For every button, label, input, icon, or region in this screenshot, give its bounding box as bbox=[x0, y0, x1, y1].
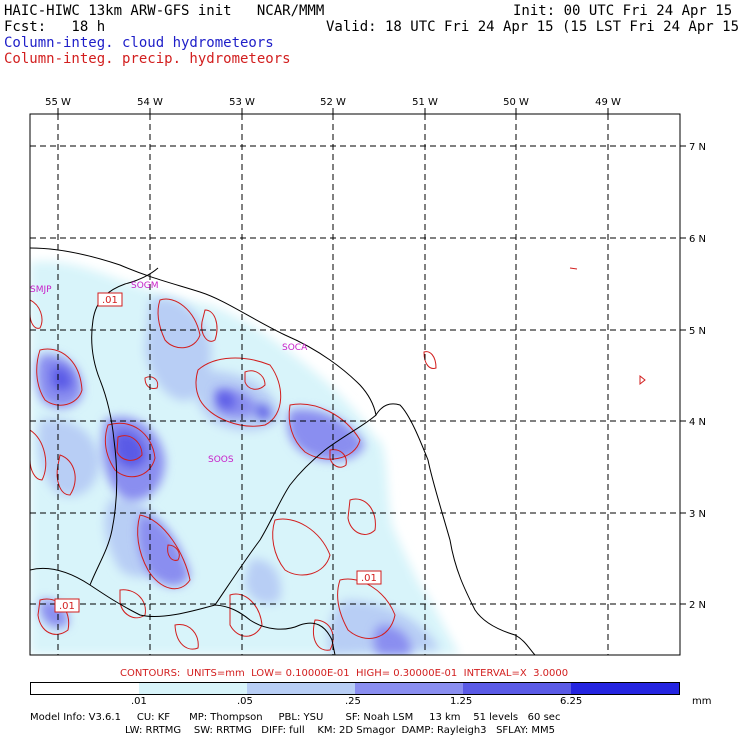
contour-label-box bbox=[97, 292, 123, 307]
field-cloud-label: Column-integ. cloud hydrometeors bbox=[4, 35, 274, 51]
contour-label: .01 bbox=[59, 601, 75, 612]
contour-label-box bbox=[54, 598, 80, 613]
contour-label: .01 bbox=[361, 573, 377, 584]
contours-info: CONTOURS: UNITS=mm LOW= 0.10000E-01 HIGH… bbox=[120, 668, 569, 679]
contour-label: .01 bbox=[102, 295, 118, 306]
lon-label-54w: 54 W bbox=[137, 97, 163, 108]
station-soos: SOOS bbox=[208, 455, 234, 465]
model-info-line-2: LW: RRTMG SW: RRTMG DIFF: full KM: 2D Sm… bbox=[125, 725, 555, 736]
legend-tick: .05 bbox=[237, 696, 253, 707]
legend-tick: 6.25 bbox=[560, 696, 583, 707]
plot-title: HAIC-HIWC 13km ARW-GFS init NCAR/MMM bbox=[4, 3, 325, 19]
legend-swatch-4 bbox=[463, 683, 571, 694]
legend-unit: mm bbox=[692, 696, 712, 707]
model-info-line-1: Model Info: V3.6.1 CU: KF MP: Thompson P… bbox=[30, 712, 561, 723]
shaded-field bbox=[30, 261, 646, 655]
lat-lon-grid bbox=[30, 114, 680, 655]
legend-tick: .01 bbox=[131, 696, 147, 707]
legend-tick: .25 bbox=[345, 696, 361, 707]
lon-label-52w: 52 W bbox=[320, 97, 346, 108]
lat-label-2n: 2 N bbox=[689, 600, 706, 611]
frame-ticks bbox=[57, 108, 686, 605]
legend-swatch-5 bbox=[571, 683, 679, 694]
legend-swatch-1 bbox=[139, 683, 247, 694]
lat-label-6n: 6 N bbox=[689, 234, 706, 245]
color-legend bbox=[30, 682, 680, 695]
lon-label-51w: 51 W bbox=[412, 97, 438, 108]
init-time: Init: 00 UTC Fri 24 Apr 15 bbox=[513, 3, 733, 19]
lat-label-7n: 7 N bbox=[689, 142, 706, 153]
lat-label-5n: 5 N bbox=[689, 326, 706, 337]
legend-swatch-3 bbox=[355, 683, 463, 694]
lon-label-55w: 55 W bbox=[45, 97, 71, 108]
lat-label-3n: 3 N bbox=[689, 509, 706, 520]
lat-label-4n: 4 N bbox=[689, 417, 706, 428]
station-smjp: SMJP bbox=[30, 285, 52, 295]
field-precip-label: Column-integ. precip. hydrometeors bbox=[4, 51, 291, 67]
station-sogm: SOGM bbox=[131, 281, 159, 291]
lon-label-49w: 49 W bbox=[595, 97, 621, 108]
legend-swatch-2 bbox=[247, 683, 355, 694]
station-soca: SOCA bbox=[282, 343, 308, 353]
lon-label-50w: 50 W bbox=[503, 97, 529, 108]
map-frame bbox=[29, 113, 681, 656]
coastline bbox=[30, 247, 536, 655]
legend-swatch-0 bbox=[31, 683, 139, 694]
forecast-hour: Fcst: 18 h bbox=[4, 19, 106, 35]
valid-time: Valid: 18 UTC Fri 24 Apr 15 (15 LST Fri … bbox=[326, 19, 740, 35]
lon-label-53w: 53 W bbox=[229, 97, 255, 108]
contour-label-box bbox=[356, 570, 382, 585]
legend-tick: 1.25 bbox=[450, 696, 473, 707]
